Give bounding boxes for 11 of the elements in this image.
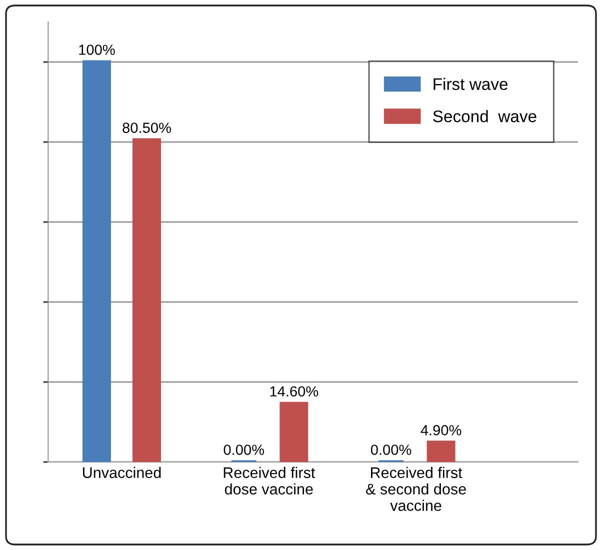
x-tick-label: Received first dose vaccine bbox=[224, 466, 316, 495]
data-label: 80.50% bbox=[122, 122, 171, 133]
x-tick-label: Received first & second dose vaccine bbox=[366, 466, 466, 511]
legend-label: Second wave bbox=[433, 110, 536, 122]
data-label: 14.60% bbox=[270, 386, 318, 397]
legend-label: First wave bbox=[434, 78, 508, 90]
data-label: 4.90% bbox=[420, 425, 462, 436]
data-label: 0.00% bbox=[370, 444, 412, 455]
data-label: 100% bbox=[79, 44, 115, 55]
data-label: 0.00% bbox=[224, 444, 264, 455]
x-tick-label: Unvaccined bbox=[83, 466, 161, 478]
